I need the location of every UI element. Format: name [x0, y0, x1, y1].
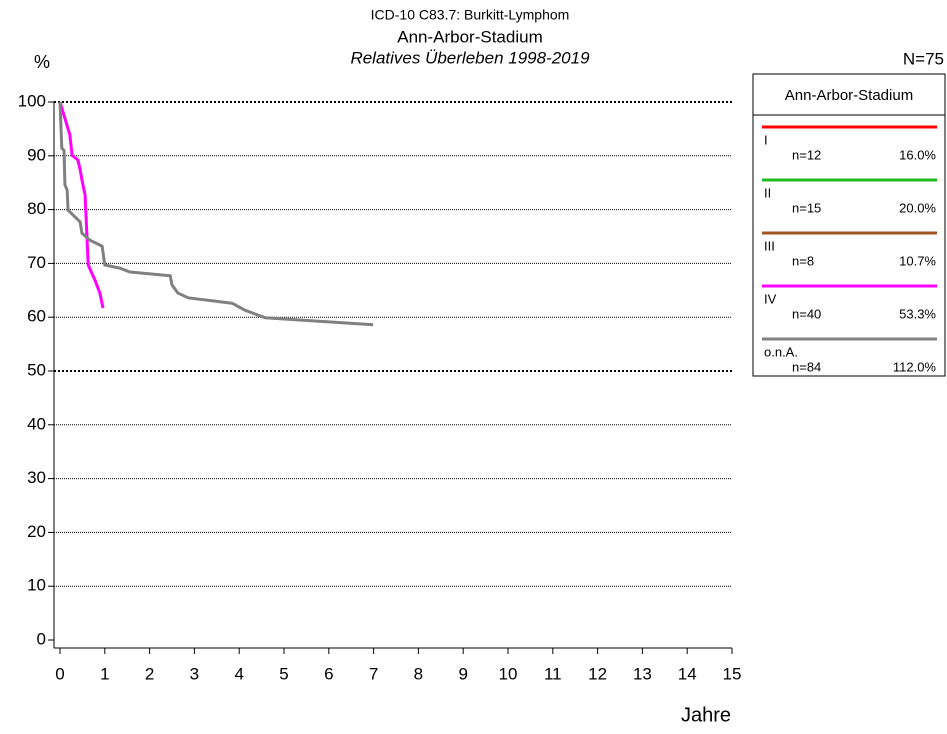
x-tick-label: 5 [279, 664, 288, 683]
legend-percent: 53.3% [899, 306, 936, 321]
chart-title: ICD-10 C83.7: Burkitt-Lymphom [371, 7, 570, 23]
legend-percent: 112.0% [893, 359, 937, 374]
x-tick-label: 10 [499, 664, 518, 683]
x-tick-label: 1 [100, 664, 109, 683]
legend-percent: 20.0% [899, 200, 936, 215]
x-tick-label: 7 [369, 664, 378, 683]
legend-count: n=40 [792, 306, 821, 321]
x-axis-label: Jahre [681, 704, 731, 726]
x-tick-label: 11 [544, 664, 562, 683]
y-axis-label: % [34, 52, 50, 72]
x-tick-label: 3 [190, 664, 199, 683]
y-tick-label: 30 [27, 468, 46, 487]
legend-box [752, 73, 946, 377]
y-tick-label: 0 [37, 629, 46, 648]
y-tick-label: 100 [18, 91, 46, 110]
y-tick-label: 50 [27, 360, 46, 379]
x-tick-label: 12 [588, 664, 607, 683]
chart-subtitle: Relatives Überleben 1998-2019 [350, 48, 590, 67]
legend-count: n=8 [792, 253, 814, 268]
chart-subtitle: Ann-Arbor-Stadium [397, 27, 543, 46]
legend-label: I [764, 132, 768, 147]
y-tick-label: 70 [27, 253, 46, 272]
x-tick-label: 8 [414, 664, 423, 683]
legend-percent: 10.7% [899, 253, 936, 268]
legend-count: n=84 [792, 359, 821, 374]
x-tick-label: 14 [678, 664, 697, 683]
y-tick-label: 90 [27, 145, 46, 164]
y-tick-label: 60 [27, 307, 46, 326]
x-tick-label: 2 [145, 664, 154, 683]
y-tick-label: 40 [27, 414, 46, 433]
legend-label: IV [764, 291, 777, 306]
y-tick-label: 20 [27, 522, 46, 541]
y-tick-label: 80 [27, 199, 46, 218]
survival-line [58, 101, 374, 327]
y-tick-label: 10 [27, 576, 46, 595]
legend-count: n=12 [792, 147, 821, 162]
legend-percent: 16.0% [899, 147, 936, 162]
x-tick-label: 13 [633, 664, 652, 683]
legend-title: Ann-Arbor-Stadium [785, 87, 913, 104]
x-tick-label: 15 [723, 664, 742, 683]
x-tick-label: 0 [55, 664, 64, 683]
legend-count: n=15 [792, 200, 821, 215]
legend-label: o.n.A. [764, 344, 798, 359]
x-tick-label: 4 [234, 664, 243, 683]
survival-line [58, 101, 105, 309]
legend-label: II [764, 185, 771, 200]
legend-label: III [764, 238, 775, 253]
x-tick-label: 9 [458, 664, 467, 683]
x-tick-label: 6 [324, 664, 333, 683]
total-count: N=75 [903, 49, 944, 68]
